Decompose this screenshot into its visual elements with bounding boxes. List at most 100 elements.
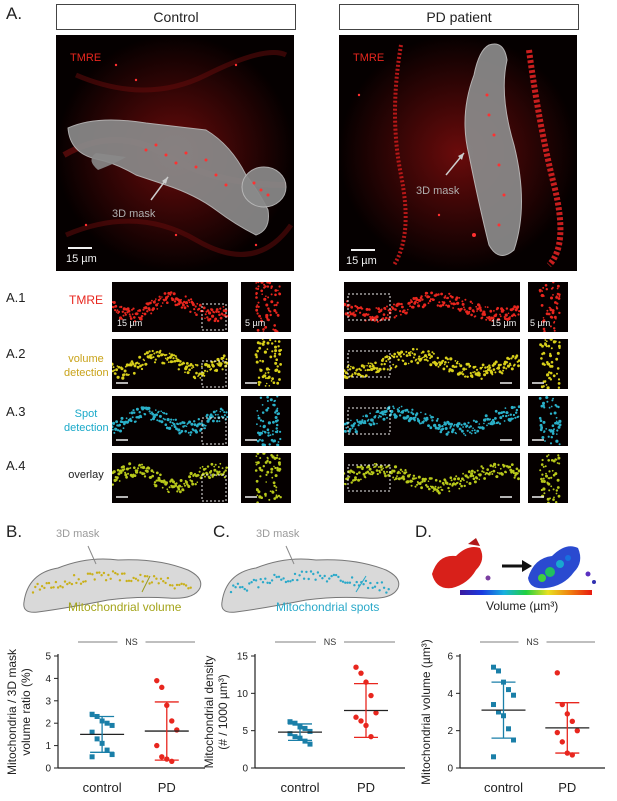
chart-2-point-control <box>292 720 298 726</box>
volume-control-main-image <box>112 339 228 389</box>
chart-3-point-control <box>496 709 501 715</box>
c-dots-dot <box>348 581 352 584</box>
c-dots-dot <box>387 588 390 591</box>
chart-3-ytick-label: 0 <box>447 764 453 775</box>
chart-3-point-control <box>506 726 511 732</box>
c-dots-dot <box>270 579 274 582</box>
volume-control-zoom-render <box>245 339 283 387</box>
row-a3-label-2: detection <box>64 422 109 434</box>
panel-c-schematic <box>221 545 400 613</box>
b-dots-dot <box>52 586 55 589</box>
pd-patient-title: PD patient <box>339 4 579 30</box>
volume-pd-main-image <box>344 339 520 389</box>
row-a3-id: A.3 <box>6 404 26 419</box>
c-dots-dot <box>355 580 358 584</box>
b-dots-dot <box>189 586 192 589</box>
row-a2-label-1: volume <box>68 353 104 365</box>
tmre-control-zoom-image <box>241 282 291 332</box>
chart-3-ytick-label: 2 <box>447 726 453 737</box>
chart-3-xtick-PD: PD <box>558 780 576 795</box>
pd-tmre-image: TMRE 3D mask 15 µm <box>339 35 577 271</box>
chart-1-xtick-PD: PD <box>158 780 176 795</box>
row-a4-label: overlay <box>68 469 104 481</box>
b-dots-dot <box>180 582 183 585</box>
b-dots-dot <box>77 578 80 581</box>
b-dots-dot <box>159 577 163 580</box>
c-dots-dot <box>369 581 372 585</box>
chart-1-ytick-label: 2 <box>45 719 51 730</box>
c-dots-dot <box>337 575 340 579</box>
c-dots-dot <box>298 574 301 577</box>
chart-3-point-control <box>511 692 516 698</box>
b-dots-dot <box>182 583 186 586</box>
volume-pd-zoom-render <box>532 339 561 389</box>
control-tmre-render <box>56 35 294 271</box>
pd-scale-label: 15 µm <box>346 255 377 267</box>
b-dots-dot <box>134 577 138 580</box>
b-dots-dot <box>184 584 188 587</box>
b-dots-dot <box>166 576 170 580</box>
panel-b-mito-dots <box>31 570 192 594</box>
control-title: Control <box>56 4 296 30</box>
pd-scale-bar <box>351 249 375 251</box>
c-dots-dot <box>328 577 331 580</box>
c-dots-dot <box>229 590 233 594</box>
b-dots-dot <box>38 588 42 591</box>
b-dots-dot <box>111 570 115 573</box>
chart-1-point-pd <box>159 684 165 691</box>
b-dots-dot <box>95 571 99 574</box>
c-dots-dot <box>289 580 292 583</box>
a1-control-scale-5: 5 µm <box>245 318 266 328</box>
b-dots-dot <box>47 581 51 585</box>
b-dots-dot <box>114 571 117 575</box>
b-dots-dot <box>125 579 128 583</box>
row-a2-id: A.2 <box>6 346 26 361</box>
chart-3-point-control <box>511 737 516 743</box>
b-dots-dot <box>152 575 156 578</box>
chart-1-ytick-label: 4 <box>45 674 51 685</box>
chart-2-xtick-PD: PD <box>357 780 375 795</box>
chart-1-ylabel-2: volume ratio (%) <box>19 668 33 755</box>
b-dots-dot <box>164 581 167 585</box>
b-dots-dot <box>45 582 48 585</box>
chart-1-point-pd <box>154 742 160 749</box>
tmre-pd-zoom-image <box>528 282 568 332</box>
c-dots-dot <box>238 586 242 589</box>
b-dots-dot <box>120 572 124 575</box>
b-dots-dot <box>72 574 76 577</box>
chart-1-point-pd <box>169 718 175 724</box>
c-dots-dot <box>252 578 256 582</box>
b-dots-dot <box>102 571 106 575</box>
chart-3-point-pd <box>569 718 575 725</box>
b-dots-dot <box>50 586 53 589</box>
tmre-control-main-render <box>112 291 228 331</box>
c-dots-dot <box>325 580 329 583</box>
c-dots-dot <box>373 585 377 588</box>
charts-svg: 0 1 2 3 4 5 Mitochondria / 3D mask volume ratio… <box>5 637 605 795</box>
c-dots-dot <box>316 571 320 574</box>
chart-2-sig-label: NS <box>324 637 337 647</box>
b-dots-dot <box>68 581 71 584</box>
c-dots-dot <box>282 577 285 580</box>
chart-2-point-pd <box>353 714 359 720</box>
b-dots-dot <box>150 581 154 584</box>
chart-1-point-control <box>104 720 110 726</box>
c-dots-dot <box>330 574 333 578</box>
chart-3-ytick-label: 6 <box>447 652 453 663</box>
spot-control-main-image <box>112 396 228 446</box>
b-dots-dot <box>116 573 119 576</box>
b-dots-dot <box>86 572 90 575</box>
chart-3-point-control <box>491 702 496 708</box>
b-dots-dot <box>155 577 158 580</box>
panel-d-colorbar <box>460 590 592 595</box>
chart-1-xtick-control: control <box>83 780 122 795</box>
chart-3-point-control <box>491 754 496 760</box>
b-dots-dot <box>93 578 96 581</box>
c-dots-dot <box>236 582 240 585</box>
c-dots-dot <box>344 581 347 584</box>
b-dots-dot <box>61 586 64 589</box>
c-dots-dot <box>307 577 310 581</box>
c-dots-dot <box>232 584 235 587</box>
chart-1-point-pd <box>174 727 180 733</box>
b-dots-dot <box>31 591 35 594</box>
